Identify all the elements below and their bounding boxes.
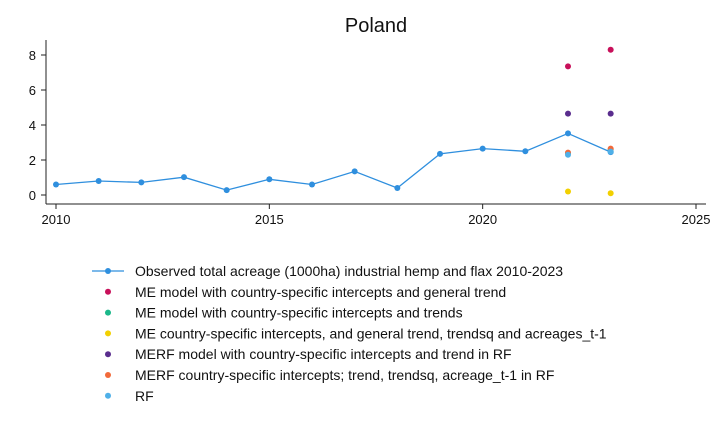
- data-point-series-5: [565, 110, 571, 117]
- data-point-series-1: [266, 176, 273, 183]
- data-point-series-1: [223, 187, 230, 194]
- legend-swatch-marker: [105, 372, 111, 378]
- x-tick-label: 2025: [682, 212, 711, 227]
- data-point-series-1: [522, 148, 529, 155]
- data-point-series-1: [138, 179, 145, 186]
- y-tick-label: 6: [29, 83, 36, 98]
- data-point-series-1: [181, 174, 187, 181]
- legend-label: ME country-specific intercepts, and gene…: [135, 325, 607, 341]
- data-point-series-1: [309, 181, 315, 188]
- data-point-series-1: [437, 150, 443, 157]
- x-tick-label: 2020: [468, 212, 497, 227]
- legend-label: ME model with country-specific intercept…: [135, 305, 463, 321]
- x-tick-label: 2010: [42, 212, 71, 227]
- axes: 0 2 4 6 8 2010 2015 2020 2025: [29, 40, 711, 227]
- data-point-series-4: [565, 188, 571, 195]
- data-point-series-7: [565, 151, 571, 158]
- legend-swatch-marker: [105, 392, 111, 399]
- data-point-series-1: [565, 130, 571, 137]
- legend-label: Observed total acreage (1000ha) industri…: [135, 263, 563, 279]
- plot-marks: [53, 46, 614, 197]
- legend-label: RF: [135, 388, 154, 404]
- x-tick-label: 2015: [255, 212, 284, 227]
- data-point-series-7: [607, 148, 614, 155]
- legend-swatch-marker: [105, 288, 111, 295]
- legend-label: ME model with country-specific intercept…: [135, 284, 506, 300]
- data-point-series-1: [394, 185, 401, 191]
- legend: Observed total acreage (1000ha) industri…: [92, 263, 607, 404]
- data-point-series-1: [479, 145, 486, 152]
- legend-swatch-marker: [105, 351, 111, 358]
- series-line-observed: [55, 132, 611, 191]
- legend-swatch-marker: [105, 330, 111, 337]
- data-point-series-4: [607, 190, 614, 197]
- data-point-series-5: [607, 110, 614, 117]
- data-point-series-1: [351, 168, 358, 175]
- chart-title: Poland: [345, 15, 407, 37]
- data-point-series-1: [53, 181, 59, 188]
- y-tick-label: 4: [29, 118, 36, 133]
- data-point-series-1: [95, 178, 102, 184]
- legend-label: MERF model with country-specific interce…: [135, 346, 512, 362]
- data-point-series-2: [607, 46, 614, 53]
- legend-label: MERF country-specific intercepts; trend,…: [135, 367, 554, 383]
- y-tick-label: 2: [29, 153, 36, 168]
- data-point-series-2: [565, 63, 571, 70]
- legend-swatch-marker: [105, 309, 111, 316]
- legend-swatch-marker: [105, 268, 111, 274]
- y-tick-label: 8: [29, 48, 36, 63]
- y-tick-label: 0: [29, 188, 36, 203]
